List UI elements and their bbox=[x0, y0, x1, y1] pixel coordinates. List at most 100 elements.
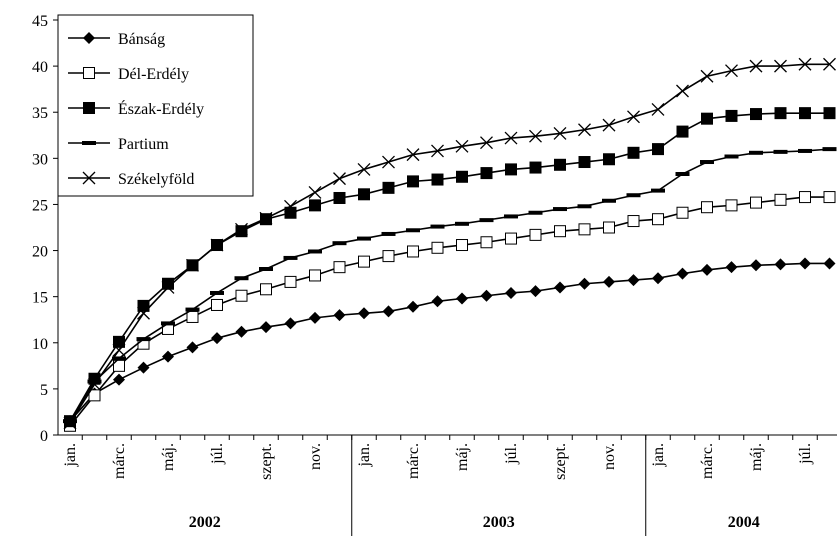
y-tick-label: 10 bbox=[32, 336, 48, 353]
marker bbox=[725, 109, 738, 122]
marker bbox=[603, 221, 615, 234]
legend-label: Észak-Erdély bbox=[118, 99, 204, 118]
marker bbox=[456, 292, 468, 305]
marker bbox=[333, 309, 346, 322]
marker bbox=[774, 193, 787, 206]
marker bbox=[309, 199, 321, 212]
x-tick-label: jan. bbox=[62, 443, 79, 468]
x-tick-label: júl. bbox=[797, 443, 814, 465]
marker bbox=[82, 171, 96, 185]
marker bbox=[83, 67, 95, 79]
marker bbox=[186, 258, 199, 272]
marker bbox=[480, 289, 493, 302]
marker bbox=[309, 311, 321, 324]
marker bbox=[725, 199, 738, 212]
legend-label: Dél-Erdély bbox=[118, 66, 189, 83]
marker bbox=[505, 163, 517, 176]
marker bbox=[137, 306, 150, 320]
marker bbox=[407, 245, 419, 258]
group-label: 2004 bbox=[728, 514, 760, 531]
legend-label: Bánság bbox=[118, 31, 165, 48]
x-tick-label: júl. bbox=[503, 443, 520, 465]
marker bbox=[358, 188, 370, 201]
y-tick-label: 40 bbox=[32, 59, 48, 76]
marker bbox=[333, 261, 346, 274]
x-tick-label: nov. bbox=[601, 443, 618, 470]
marker bbox=[652, 272, 664, 285]
marker bbox=[211, 332, 223, 345]
marker bbox=[260, 321, 272, 334]
marker bbox=[578, 156, 591, 169]
marker bbox=[627, 274, 640, 287]
marker bbox=[799, 191, 811, 204]
marker bbox=[83, 102, 95, 114]
marker bbox=[505, 232, 517, 245]
marker bbox=[504, 131, 518, 145]
group-label: 2003 bbox=[483, 514, 515, 531]
marker bbox=[88, 389, 101, 402]
marker bbox=[701, 201, 713, 214]
marker bbox=[749, 59, 763, 73]
marker bbox=[603, 153, 615, 166]
marker bbox=[750, 259, 762, 272]
marker bbox=[652, 213, 664, 226]
marker bbox=[407, 300, 419, 313]
marker bbox=[431, 144, 444, 158]
marker bbox=[284, 199, 297, 213]
marker bbox=[774, 107, 787, 120]
marker bbox=[554, 225, 566, 238]
marker bbox=[382, 305, 395, 318]
legend-label: Partium bbox=[118, 136, 169, 153]
marker bbox=[578, 123, 591, 137]
legend: Bánság Dél-Erdély Észak-Erdély Partium Széke… bbox=[57, 14, 254, 197]
x-tick-label: jan. bbox=[356, 443, 373, 468]
legend-label: Székelyföld bbox=[118, 171, 194, 188]
y-tick-label: 15 bbox=[32, 290, 48, 307]
marker bbox=[186, 341, 199, 354]
marker bbox=[701, 112, 713, 125]
marker bbox=[799, 107, 811, 120]
marker bbox=[235, 325, 248, 338]
marker bbox=[382, 155, 395, 169]
marker bbox=[162, 350, 174, 363]
marker bbox=[750, 108, 762, 121]
marker bbox=[358, 255, 370, 268]
marker bbox=[260, 283, 272, 296]
marker bbox=[406, 148, 420, 162]
marker bbox=[333, 191, 346, 204]
marker bbox=[798, 57, 812, 71]
marker bbox=[603, 275, 615, 288]
marker bbox=[83, 32, 95, 44]
marker bbox=[774, 258, 787, 271]
marker bbox=[357, 162, 371, 176]
marker bbox=[210, 238, 224, 252]
marker bbox=[137, 299, 150, 312]
marker bbox=[235, 222, 248, 236]
y-tick-label: 25 bbox=[32, 197, 48, 214]
marker bbox=[578, 223, 591, 236]
y-tick-label: 5 bbox=[40, 382, 48, 399]
x-tick-label: máj. bbox=[454, 443, 471, 471]
marker bbox=[823, 191, 836, 204]
marker bbox=[431, 241, 444, 254]
x-tick-label: jan. bbox=[650, 443, 667, 468]
x-tick-label: máj. bbox=[160, 443, 177, 471]
marker bbox=[456, 239, 468, 252]
marker bbox=[211, 298, 223, 311]
marker bbox=[602, 118, 616, 132]
marker bbox=[554, 158, 566, 171]
marker bbox=[676, 84, 689, 98]
x-tick-label: szept. bbox=[258, 443, 275, 480]
marker bbox=[162, 277, 174, 290]
marker bbox=[480, 167, 493, 180]
marker bbox=[480, 236, 493, 249]
marker bbox=[259, 211, 273, 225]
marker bbox=[88, 377, 101, 391]
marker bbox=[455, 139, 469, 153]
x-tick-label: nov. bbox=[307, 443, 324, 470]
marker bbox=[700, 69, 714, 83]
marker bbox=[407, 175, 419, 188]
marker bbox=[161, 280, 175, 294]
marker bbox=[137, 361, 150, 374]
marker bbox=[112, 343, 126, 357]
